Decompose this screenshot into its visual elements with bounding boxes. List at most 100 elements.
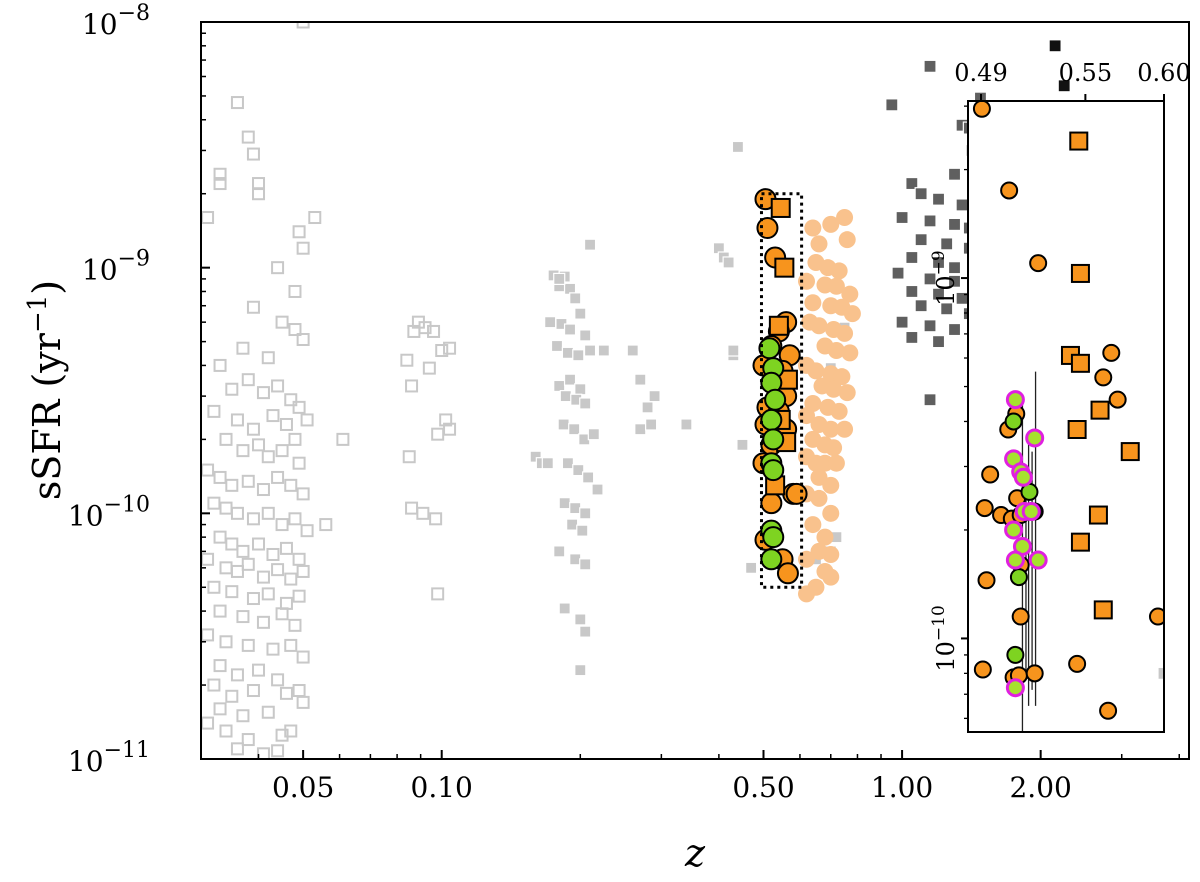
- data-point: [843, 305, 861, 323]
- data-point: [288, 284, 302, 298]
- data-point: [827, 277, 845, 295]
- data-point: [230, 96, 244, 110]
- data-point: [774, 257, 795, 278]
- data-point: [923, 59, 937, 73]
- inset-data-point: [1148, 607, 1164, 626]
- inset-data-point: [981, 465, 1000, 484]
- data-point: [764, 388, 787, 411]
- data-point: [288, 618, 302, 632]
- x-tick-label: 0.10: [411, 771, 473, 804]
- data-point: [566, 518, 579, 531]
- inset-data-point: [1021, 502, 1041, 522]
- data-point: [582, 471, 595, 484]
- data-point: [762, 459, 785, 482]
- data-point: [810, 235, 828, 253]
- data-point: [641, 401, 654, 414]
- data-point: [230, 564, 244, 578]
- data-point: [213, 470, 227, 484]
- data-point: [822, 504, 840, 522]
- main-axes-ticks: 0.05 0.10 0.50 1.00 2.00 10−8 10−9 10−10 10−11: [68, 1, 1180, 804]
- data-point: [891, 266, 905, 280]
- data-point: [439, 413, 453, 427]
- data-point: [256, 570, 270, 584]
- data-point: [923, 319, 937, 333]
- main-plot-frame: [200, 21, 1190, 760]
- data-point: [241, 638, 255, 652]
- data-point: [292, 684, 306, 698]
- data-point: [256, 483, 270, 497]
- data-point: [252, 537, 266, 551]
- inset-data-point: [1093, 600, 1113, 620]
- inset-frame: [967, 100, 1165, 733]
- data-point: [579, 397, 592, 410]
- inset-data-point: [1088, 505, 1108, 525]
- data-point: [296, 22, 310, 29]
- data-point: [816, 528, 834, 546]
- data-point: [576, 524, 589, 537]
- data-point: [731, 140, 745, 154]
- data-point: [296, 564, 310, 578]
- x-axis-label: z: [684, 831, 706, 875]
- data-point: [279, 686, 293, 700]
- data-point: [284, 393, 298, 407]
- data-point: [279, 417, 293, 431]
- data-point: [591, 483, 604, 496]
- data-point: [261, 705, 275, 719]
- data-point: [288, 512, 302, 526]
- data-point: [230, 413, 244, 427]
- data-point: [558, 602, 571, 615]
- data-point: [810, 317, 828, 335]
- data-point: [300, 413, 314, 427]
- data-point: [807, 362, 825, 380]
- data-point: [557, 418, 570, 431]
- data-point: [634, 373, 647, 386]
- data-point: [569, 292, 582, 305]
- data-point: [241, 130, 255, 144]
- data-point: [830, 262, 848, 280]
- data-point: [422, 361, 436, 375]
- data-point: [931, 255, 946, 270]
- data-point: [776, 562, 799, 585]
- data-point: [529, 450, 542, 463]
- data-point: [292, 589, 306, 603]
- data-point: [804, 219, 822, 237]
- data-point: [271, 744, 285, 758]
- data-point: [443, 422, 457, 436]
- inset-data-point: [1108, 390, 1127, 409]
- data-point: [292, 456, 306, 470]
- inset-data-point: [1013, 467, 1033, 487]
- data-point: [271, 379, 285, 393]
- data-point: [296, 650, 310, 664]
- data-point: [822, 568, 840, 586]
- inset-x-tick-label: 0.60: [1137, 59, 1190, 87]
- data-point: [236, 709, 250, 723]
- data-point: [275, 444, 289, 458]
- data-point: [827, 454, 845, 472]
- data-point: [914, 233, 928, 247]
- inset-data-point: [1069, 131, 1089, 151]
- data-point: [947, 261, 962, 275]
- data-point: [558, 497, 571, 510]
- data-point: [296, 241, 310, 255]
- data-point: [836, 420, 854, 438]
- data-point: [830, 402, 848, 420]
- inset-data-point: [1025, 664, 1044, 683]
- x-tick-label: 0.05: [272, 771, 334, 804]
- data-point: [762, 428, 785, 451]
- y-tick-label: 10−9: [82, 247, 150, 287]
- data-point: [955, 198, 969, 212]
- y-tick-label: 10−10: [68, 492, 150, 532]
- data-point: [923, 272, 937, 286]
- data-point: [947, 217, 962, 232]
- data-point: [838, 384, 856, 402]
- inset-data-point: [973, 660, 992, 679]
- data-point: [241, 474, 255, 488]
- data-point: [236, 444, 250, 458]
- inset-y-tick-label: 10−9: [929, 250, 960, 306]
- data-point: [296, 487, 310, 501]
- inset-axes-ticks: 0.49 0.55 0.60 10−9 10−10: [929, 59, 1191, 720]
- data-point: [246, 147, 260, 161]
- data-point: [252, 663, 266, 677]
- inset-data-point: [1009, 568, 1028, 587]
- data-point: [230, 668, 244, 682]
